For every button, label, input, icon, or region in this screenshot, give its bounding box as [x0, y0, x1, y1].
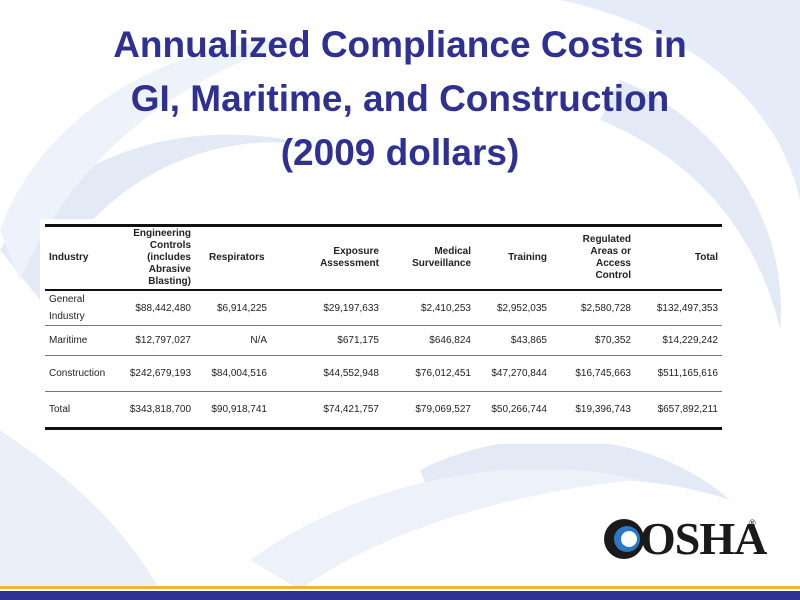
- cell-training: $47,270,844: [491, 368, 547, 379]
- cell-industry: Construction: [49, 368, 106, 379]
- slide-title: Annualized Compliance Costs in GI, Marit…: [20, 18, 780, 180]
- cell-respirators: $84,004,516: [211, 368, 267, 379]
- cell-engineering: $12,797,027: [135, 335, 191, 346]
- cell-respirators: $90,918,741: [211, 404, 267, 415]
- cell-exposure: $74,421,757: [323, 404, 379, 415]
- cell-engineering: $242,679,193: [129, 368, 191, 379]
- cell-regulated: $19,396,743: [575, 404, 631, 415]
- header-engineering: Engineering Controls (includes Abrasive …: [133, 228, 191, 287]
- cell-exposure: $29,197,633: [323, 302, 379, 314]
- cell-regulated: $70,352: [594, 335, 631, 346]
- table-header-row: Industry Engineering Controls (includes …: [45, 225, 722, 290]
- table-row-general-industry: General Industry $88,442,480 $6,914,225 …: [45, 290, 722, 326]
- title-line-3: (2009 dollars): [280, 132, 520, 173]
- cell-total: $657,892,211: [657, 404, 718, 415]
- cell-engineering: $343,818,700: [129, 404, 191, 415]
- cell-medical: $76,012,451: [415, 368, 471, 379]
- cell-engineering: $88,442,480: [135, 302, 191, 314]
- title-line-1: Annualized Compliance Costs in: [113, 24, 687, 65]
- cell-medical: $646,824: [429, 335, 471, 346]
- header-medical: Medical Surveillance: [412, 246, 471, 269]
- cell-industry: Total: [49, 404, 71, 415]
- cost-table-panel: Industry Engineering Controls (includes …: [40, 219, 728, 444]
- cell-industry: Maritime: [49, 335, 88, 346]
- cell-medical: $2,410,253: [420, 302, 471, 314]
- cell-exposure: $44,552,948: [323, 368, 379, 379]
- cost-table: Industry Engineering Controls (includes …: [45, 224, 722, 430]
- cell-training: $50,266,744: [491, 404, 547, 415]
- table-row-maritime: Maritime $12,797,027 N/A $671,175 $646,8…: [45, 326, 722, 356]
- cell-total: $132,497,353: [656, 302, 718, 314]
- footer-bar: [0, 586, 800, 600]
- cell-regulated: $16,745,663: [575, 368, 631, 379]
- header-total: Total: [694, 252, 718, 263]
- osha-logo: OSHA ®: [603, 513, 767, 564]
- registered-mark: ®: [749, 518, 756, 528]
- osha-logo-text: OSHA: [640, 513, 767, 564]
- cell-industry: General Industry: [49, 294, 85, 322]
- table-row-total: Total $343,818,700 $90,918,741 $74,421,7…: [45, 392, 722, 429]
- header-industry: Industry: [49, 252, 89, 263]
- header-regulated: Regulated Areas or Access Control: [582, 234, 631, 281]
- cell-total: $511,165,616: [657, 368, 718, 379]
- cell-medical: $79,069,527: [415, 404, 471, 415]
- header-respirators: Respirators: [209, 252, 265, 263]
- title-line-2: GI, Maritime, and Construction: [130, 78, 670, 119]
- cell-training: $43,865: [510, 335, 547, 346]
- cell-training: $2,952,035: [496, 302, 547, 314]
- cell-respirators: $6,914,225: [216, 302, 267, 314]
- cell-exposure: $671,175: [337, 335, 379, 346]
- osha-swirl-icon: [604, 519, 644, 559]
- table-row-construction: Construction $242,679,193 $84,004,516 $4…: [45, 356, 722, 392]
- cell-total: $14,229,242: [662, 335, 718, 346]
- cell-respirators: N/A: [250, 335, 267, 346]
- cell-regulated: $2,580,728: [580, 302, 631, 314]
- header-exposure: Exposure Assessment: [320, 246, 379, 269]
- header-training: Training: [508, 252, 547, 263]
